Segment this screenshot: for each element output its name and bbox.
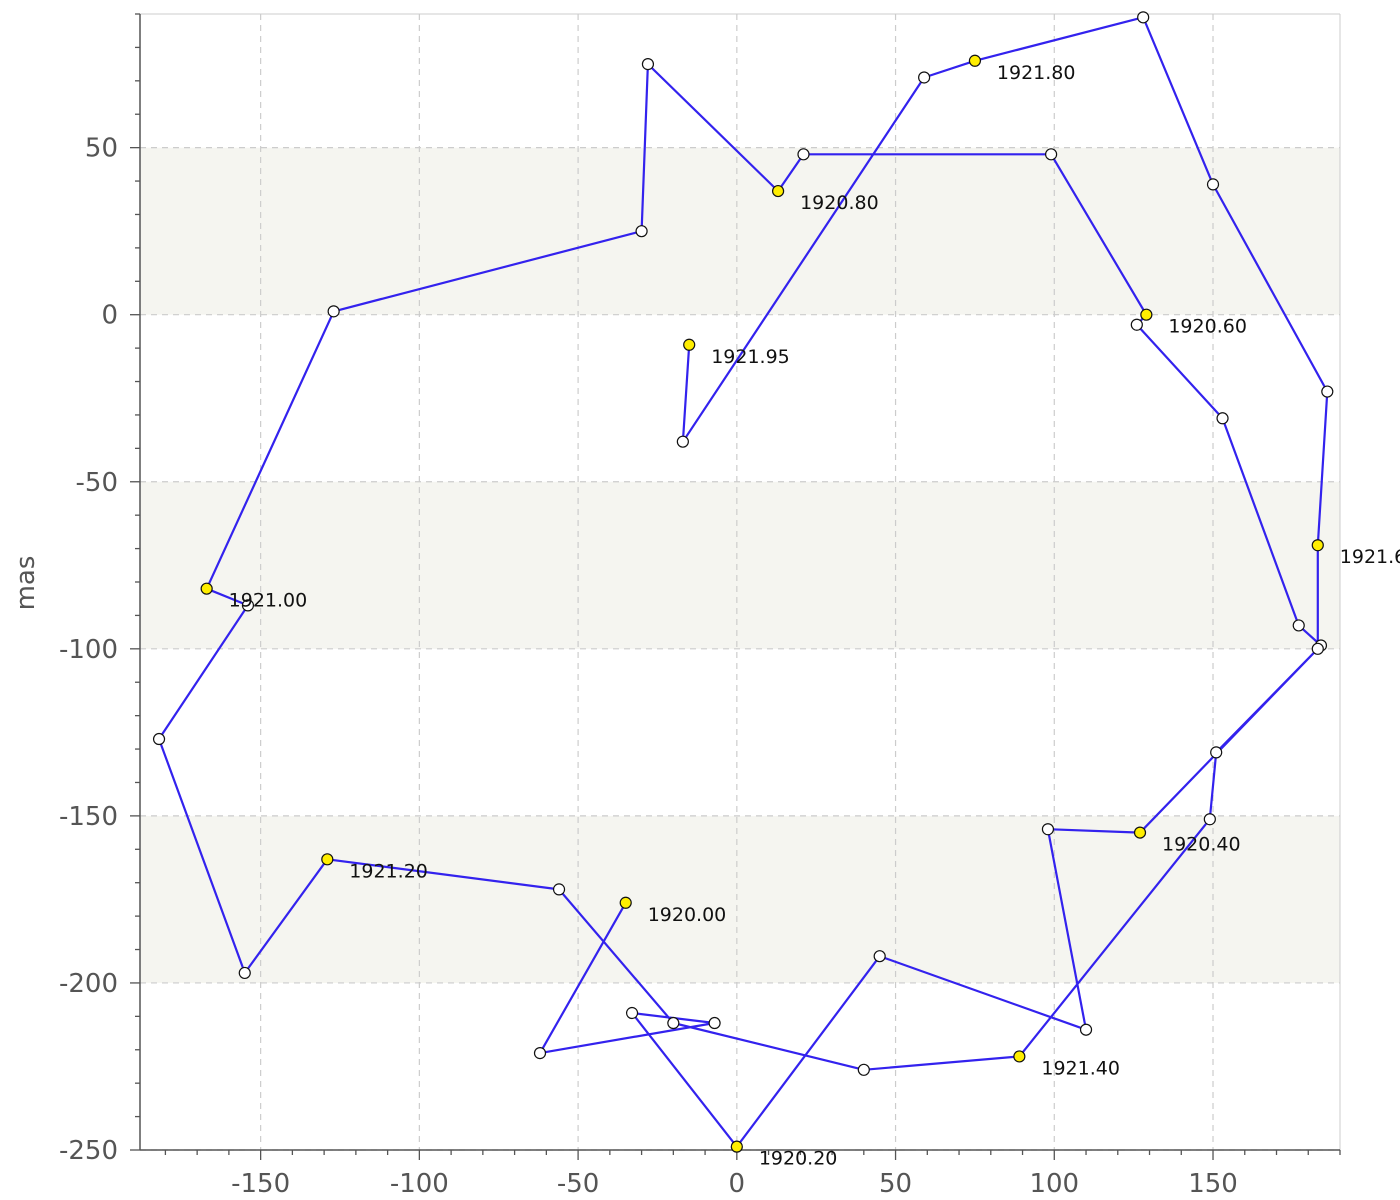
labeled-data-point (1013, 1050, 1026, 1063)
point-label: 1921.80 (997, 62, 1076, 84)
x-tick-label: -100 (390, 1169, 449, 1199)
tick-marks (130, 13, 1341, 1160)
data-point (625, 1006, 639, 1020)
labeled-data-point (771, 184, 785, 198)
labeled-data-point (1311, 539, 1324, 552)
point-label: 1920.40 (1162, 834, 1241, 856)
x-tick-label: -50 (557, 1169, 599, 1199)
data-point (152, 732, 166, 746)
data-point (676, 435, 689, 448)
x-tick-label: 150 (1188, 1169, 1238, 1199)
data-point (1079, 1023, 1093, 1036)
data-point (797, 148, 810, 161)
y-axis-title: mas (11, 556, 41, 611)
data-point (1137, 11, 1150, 24)
labeled-data-point (200, 582, 213, 595)
data-point (1210, 746, 1223, 759)
x-tick-label: 100 (1029, 1169, 1079, 1199)
y-tick-label: -100 (59, 635, 118, 665)
background-band (140, 815, 1340, 983)
series-line (157, 16, 1329, 1148)
data-point (1216, 412, 1229, 425)
data-point (873, 950, 886, 963)
point-label: 1921.60 (1340, 546, 1400, 568)
data-point (641, 58, 655, 71)
y-tick-label: -250 (59, 1136, 118, 1166)
labeled-data-point (321, 853, 334, 866)
labeled-data-point (1140, 308, 1153, 321)
labeled-data-point (730, 1140, 743, 1153)
point-label: 1921.20 (349, 860, 428, 882)
point-labels: 1920.00 1920.20 1920.40 1920.60 1920.80 1921.… (229, 62, 1400, 1170)
x-tick-label: 0 (729, 1169, 746, 1199)
series-line-group (157, 16, 1329, 1148)
point-label: 1921.40 (1041, 1057, 1120, 1079)
data-point (918, 71, 931, 84)
point-label: 1920.80 (800, 192, 879, 214)
point-label: 1920.00 (648, 904, 727, 926)
data-point (327, 305, 340, 318)
y-tick-label: -150 (59, 802, 118, 832)
data-point (857, 1063, 870, 1076)
data-point (1045, 148, 1058, 161)
background-bands (140, 147, 1340, 983)
x-tick-label: 50 (879, 1169, 912, 1199)
point-label: 1921.95 (711, 346, 790, 368)
y-tick-label: -50 (76, 468, 118, 498)
labeled-data-point (683, 338, 696, 351)
labeled-data-point (619, 896, 632, 909)
data-point (1311, 642, 1324, 655)
data-point (238, 966, 251, 980)
point-label: 1920.60 (1168, 316, 1247, 338)
data-point (1130, 318, 1143, 331)
x-tick-label: -150 (231, 1169, 290, 1199)
data-point (1206, 178, 1220, 191)
background-band (140, 481, 1340, 649)
data-point (1041, 823, 1055, 836)
point-label: 1921.00 (229, 590, 308, 612)
data-point (667, 1016, 680, 1030)
labeled-data-point (968, 54, 982, 67)
background-band (140, 147, 1340, 315)
y-tick-label: 0 (101, 301, 118, 331)
data-point (552, 883, 566, 896)
y-tick-label: 50 (85, 134, 118, 164)
data-point (635, 225, 648, 238)
data-point (1292, 619, 1305, 632)
data-point (241, 599, 255, 612)
data-point (708, 1016, 721, 1030)
labeled-data-point (1133, 826, 1147, 839)
tick-labels: -150 -100 -50 0 50 100 150 50 0 -50 -100 -150 -200 -2… (59, 134, 1238, 1199)
point-label: 1920.20 (759, 1148, 838, 1170)
y-tick-label: -200 (59, 969, 118, 999)
data-point (1321, 385, 1334, 398)
data-points (152, 11, 1334, 1153)
data-point (533, 1047, 547, 1060)
data-point (1203, 813, 1216, 826)
